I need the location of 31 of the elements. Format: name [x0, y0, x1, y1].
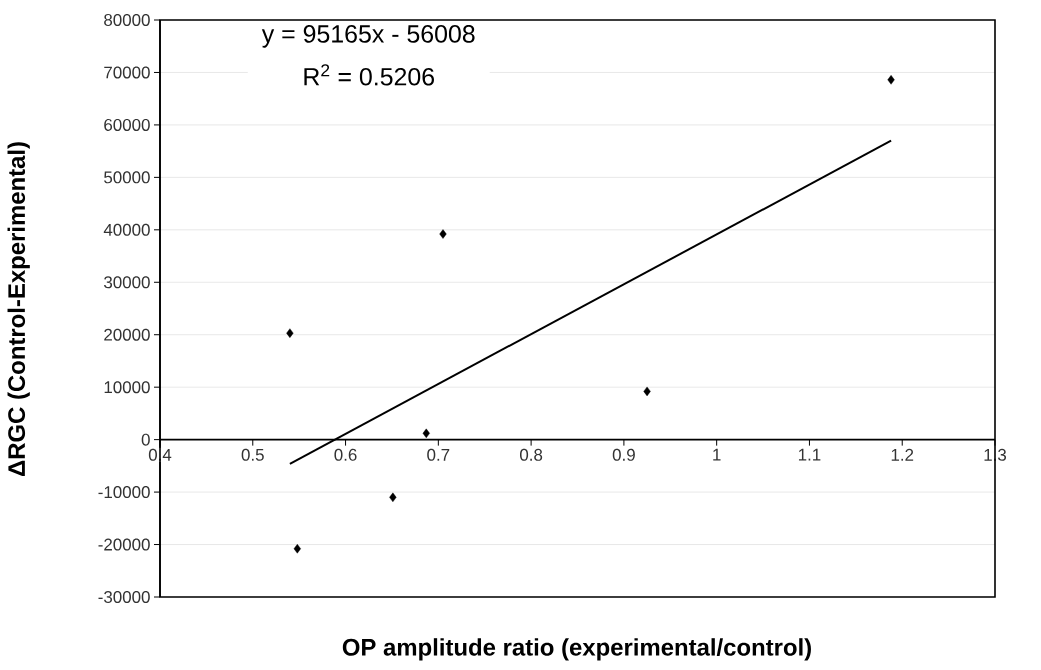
y-tick-label: 10000 — [104, 381, 150, 394]
y-tick-label: 70000 — [104, 66, 150, 79]
y-tick-label: -30000 — [98, 591, 150, 603]
x-tick-label: 1.2 — [891, 448, 914, 461]
x-axis-title: OP amplitude ratio (experimental/control) — [342, 638, 811, 661]
y-tick-label: 20000 — [104, 328, 150, 341]
y-tick-label: 60000 — [104, 118, 150, 131]
x-tick-label: 1 — [713, 448, 721, 461]
y-tick-label: 30000 — [104, 276, 150, 289]
x-tick-label: 0.9 — [612, 448, 635, 461]
y-tick-label: 50000 — [104, 171, 150, 184]
point — [422, 428, 430, 439]
y-tick-label: 80000 — [104, 14, 150, 26]
point — [286, 328, 294, 338]
y-tick-label: 0 — [141, 433, 150, 446]
annotation: R$^{2}$ = 0.5206 — [304, 64, 434, 86]
annotation: y = 95165x - 56008 — [261, 25, 475, 48]
point — [643, 386, 651, 397]
point — [439, 229, 447, 239]
x-tick-label: 0.8 — [520, 448, 543, 461]
x-tick-label: 1.1 — [798, 448, 821, 461]
x-tick-label: 0.7 — [427, 448, 450, 461]
y-axis-title: ΔRGC (Control-Experimental) — [7, 142, 30, 477]
x-tick-label: 0.5 — [241, 448, 264, 461]
y-tick-label: -10000 — [98, 486, 150, 499]
y-tick-label: 40000 — [103, 223, 150, 236]
point — [293, 544, 301, 554]
point — [887, 75, 895, 85]
x-tick-label: 0.6 — [334, 448, 357, 461]
point — [389, 492, 397, 503]
y-tick-label: -20000 — [98, 538, 150, 551]
